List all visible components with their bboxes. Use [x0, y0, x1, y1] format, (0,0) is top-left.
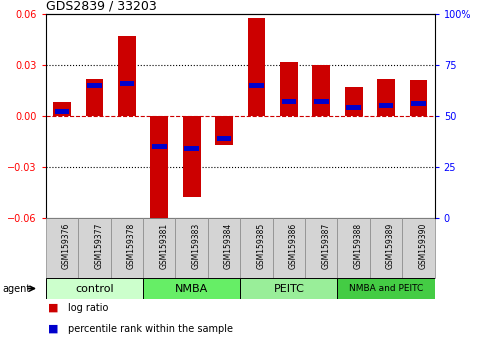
- Text: GSM159378: GSM159378: [127, 223, 136, 269]
- Bar: [85, 79, 103, 116]
- Bar: [241, 218, 273, 278]
- Bar: [217, 136, 231, 141]
- Text: GSM159381: GSM159381: [159, 223, 168, 269]
- Text: PEITC: PEITC: [273, 284, 304, 293]
- Bar: [175, 218, 208, 278]
- Bar: [346, 105, 361, 110]
- Bar: [150, 116, 168, 221]
- Text: GSM159388: GSM159388: [354, 223, 363, 269]
- Bar: [402, 218, 435, 278]
- Bar: [46, 278, 143, 299]
- Bar: [111, 218, 143, 278]
- Bar: [273, 218, 305, 278]
- Text: agent: agent: [2, 284, 30, 293]
- Text: control: control: [75, 284, 114, 293]
- Bar: [280, 62, 298, 116]
- Text: NMBA and PEITC: NMBA and PEITC: [349, 284, 423, 293]
- Bar: [379, 103, 393, 108]
- Bar: [345, 87, 363, 116]
- Bar: [183, 116, 200, 198]
- Text: GSM159385: GSM159385: [256, 223, 266, 269]
- Text: GDS2839 / 33203: GDS2839 / 33203: [46, 0, 156, 13]
- Text: GSM159383: GSM159383: [192, 223, 201, 269]
- Text: GSM159386: GSM159386: [289, 223, 298, 269]
- Text: log ratio: log ratio: [68, 303, 108, 313]
- Text: ■: ■: [48, 303, 59, 313]
- Bar: [305, 218, 338, 278]
- Bar: [143, 218, 175, 278]
- Text: NMBA: NMBA: [175, 284, 208, 293]
- Bar: [55, 109, 70, 114]
- Bar: [410, 80, 427, 116]
- Bar: [241, 278, 338, 299]
- Bar: [215, 116, 233, 145]
- Bar: [78, 218, 111, 278]
- Bar: [87, 83, 102, 88]
- Bar: [411, 101, 426, 106]
- Bar: [314, 99, 328, 104]
- Text: GSM159384: GSM159384: [224, 223, 233, 269]
- Bar: [313, 65, 330, 116]
- Text: GSM159376: GSM159376: [62, 223, 71, 269]
- Bar: [248, 18, 265, 116]
- Bar: [338, 278, 435, 299]
- Bar: [370, 218, 402, 278]
- Bar: [152, 144, 167, 149]
- Text: percentile rank within the sample: percentile rank within the sample: [68, 324, 233, 334]
- Text: GSM159389: GSM159389: [386, 223, 395, 269]
- Bar: [143, 278, 241, 299]
- Bar: [249, 83, 264, 88]
- Bar: [118, 36, 136, 116]
- Bar: [208, 218, 241, 278]
- Bar: [53, 102, 71, 116]
- Bar: [185, 146, 199, 151]
- Text: GSM159387: GSM159387: [321, 223, 330, 269]
- Bar: [46, 218, 78, 278]
- Bar: [282, 99, 296, 104]
- Text: GSM159390: GSM159390: [418, 223, 427, 269]
- Bar: [338, 218, 370, 278]
- Bar: [120, 81, 134, 86]
- Bar: [377, 79, 395, 116]
- Text: GSM159377: GSM159377: [95, 223, 103, 269]
- Text: ■: ■: [48, 324, 59, 334]
